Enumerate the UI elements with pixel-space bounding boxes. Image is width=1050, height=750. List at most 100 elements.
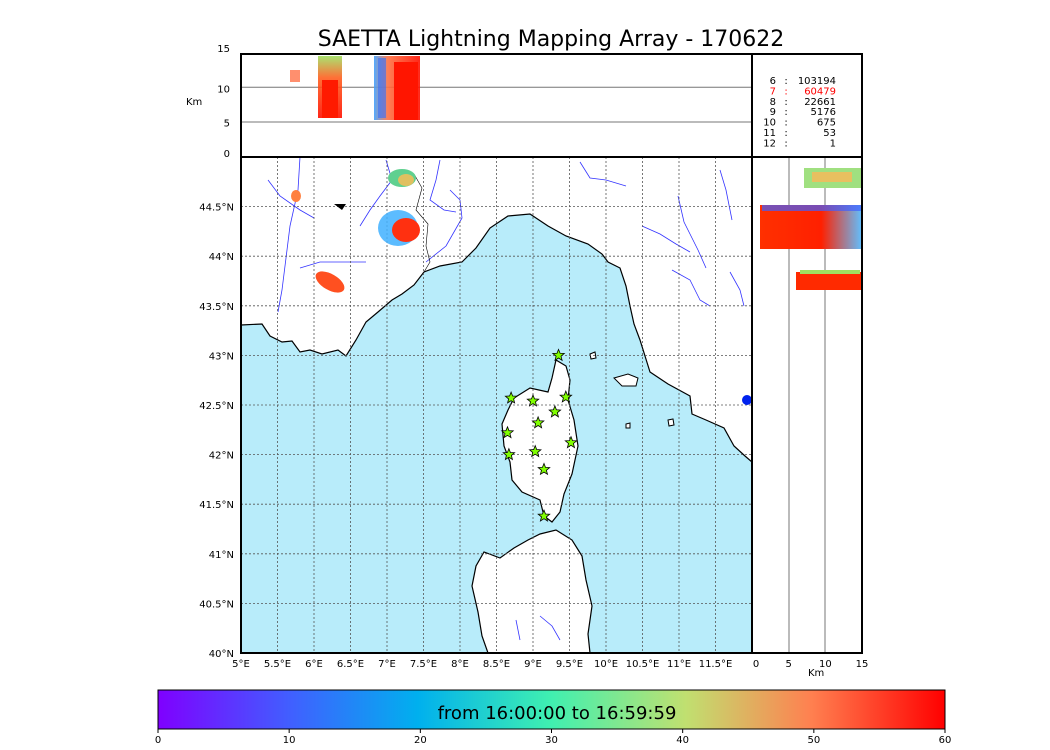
station-count-row: 7: 60479 <box>770 86 836 97</box>
station-count-stations: 11 <box>763 128 776 139</box>
station-count-row: 8: 22661 <box>770 97 836 108</box>
storm-column-west <box>290 70 300 82</box>
station-star-marker <box>564 435 578 449</box>
longitude-tick: 5°E <box>232 659 250 670</box>
storm-cell-north-core <box>398 174 414 186</box>
river-network <box>267 157 745 641</box>
altitude-tick: 5 <box>224 119 230 130</box>
side-km-tick: 5 <box>785 659 791 670</box>
offshore-sources-marker <box>742 395 752 405</box>
station-count-row: 11: 53 <box>763 128 836 139</box>
latitude-tick-labels: 44.5°N 44°N 43.5°N 43°N 42.5°N 42°N 41.5°N 41°N… <box>199 203 234 660</box>
latitude-tick: 40.5°N <box>199 599 234 610</box>
altitude-tick: 15 <box>217 44 230 55</box>
lake-marker <box>334 204 346 210</box>
station-star-marker <box>537 509 551 522</box>
latitude-tick: 42.5°N <box>199 401 234 412</box>
station-star-marker <box>559 390 573 403</box>
longitude-tick: 11.5°E <box>699 659 733 670</box>
station-count-stations: 10 <box>763 118 776 129</box>
longitude-tick: 10°E <box>594 659 618 670</box>
colorbar-tick-labels: 0 10 20 30 40 50 60 <box>155 729 951 746</box>
station-star-marker <box>500 425 515 439</box>
time-colorbar: from 16:00:00 to 16:59:59 0 10 20 30 40 50 60 <box>155 689 951 746</box>
station-count-panel: 6:1031947:604798:226619:517610:67511:531… <box>751 53 863 158</box>
colorbar-tick: 40 <box>676 735 689 746</box>
altitude-tick: 10 <box>217 84 230 95</box>
corsica-island <box>501 359 579 523</box>
latitude-tick: 40°N <box>209 649 234 660</box>
storm-column-7e-early <box>378 58 386 118</box>
station-count-row: 10: 675 <box>763 118 836 129</box>
latitude-tick: 44°N <box>209 252 234 263</box>
longitude-tick-labels: 5°E 5.5°E 6°E 6.5°E 7°E 7.5°E 8°E 8.5°E 9°E 9.5°E… <box>232 659 732 670</box>
longitude-tick: 7.5°E <box>410 659 437 670</box>
station-count-stations: 6 <box>770 76 776 87</box>
station-count-row: 12: 1 <box>763 138 836 149</box>
latitude-tick: 41.5°N <box>199 500 234 511</box>
storm-column-7e-core <box>394 62 418 120</box>
colorbar-tick: 50 <box>807 735 820 746</box>
latitude-altitude-panel: 0 5 10 15 Km <box>751 156 869 679</box>
map-panel: 5°E 5.5°E 6°E 6.5°E 7°E 7.5°E 8°E 8.5°E 9°E 9.5°E… <box>199 156 753 670</box>
giglio-island <box>667 418 675 427</box>
figure-title: SAETTA Lightning Mapping Array - 170622 <box>318 27 785 52</box>
station-star-marker <box>502 447 516 461</box>
colorbar-tick: 20 <box>414 735 427 746</box>
colorbar-tick: 0 <box>155 735 161 746</box>
station-count-value: 22661 <box>804 97 836 108</box>
station-star-marker <box>537 462 551 476</box>
station-count-value: 675 <box>817 118 836 129</box>
storm-cell-west <box>315 271 345 293</box>
country-borders <box>413 173 431 273</box>
latitude-tick: 41°N <box>209 550 234 561</box>
station-star-marker <box>526 393 540 407</box>
side-axis-label: Km <box>808 668 824 679</box>
station-count-row: 9: 5176 <box>770 107 836 118</box>
side-storm-central-upper <box>762 205 862 211</box>
station-count-separator: : <box>784 118 787 129</box>
station-count-separator: : <box>784 76 787 87</box>
station-count-value: 5176 <box>811 107 836 118</box>
map-graticule <box>241 157 752 653</box>
longitude-tick: 6°E <box>305 659 323 670</box>
colorbar-gradient <box>157 689 946 730</box>
side-km-tick: 15 <box>856 659 869 670</box>
latitude-tick: 43°N <box>209 351 234 362</box>
longitude-tick: 11°E <box>667 659 691 670</box>
station-count-value: 60479 <box>804 86 836 97</box>
station-count-separator: : <box>784 107 787 118</box>
sardinia-island <box>471 529 593 653</box>
station-count-row: 6:103194 <box>770 76 836 87</box>
latitude-tick: 42°N <box>209 451 234 462</box>
station-count-separator: : <box>784 86 787 97</box>
station-count-separator: : <box>784 138 787 149</box>
station-star-marker <box>504 390 518 404</box>
storm-cell-central-core <box>392 218 420 242</box>
altitude-tick: 0 <box>224 149 230 160</box>
station-count-value: 103194 <box>798 76 836 87</box>
lightning-sources-map <box>291 169 420 293</box>
side-storm-central <box>760 205 862 249</box>
lma-stations <box>500 348 578 522</box>
longitude-tick: 9.5°E <box>556 659 583 670</box>
station-star-marker <box>528 444 542 458</box>
longitude-tick: 8.5°E <box>483 659 510 670</box>
station-count-stations: 9 <box>770 107 776 118</box>
station-star-marker <box>531 415 545 429</box>
station-star-marker <box>551 348 566 362</box>
latitude-tick: 43.5°N <box>199 302 234 313</box>
altitude-longitude-panel: Km 15 10 5 0 <box>186 44 753 160</box>
storm-column-6e-core <box>322 80 338 118</box>
storm-cell-northwest <box>291 190 301 202</box>
longitude-tick: 7°E <box>378 659 396 670</box>
side-km-tick: 10 <box>819 659 832 670</box>
colorbar-label: from 16:00:00 to 16:59:59 <box>438 703 677 724</box>
station-count-stations: 12 <box>763 138 776 149</box>
side-km-tick: 0 <box>753 659 759 670</box>
longitude-tick: 6.5°E <box>337 659 364 670</box>
colorbar-tick: 30 <box>545 735 558 746</box>
longitude-tick: 10.5°E <box>626 659 660 670</box>
station-star-marker <box>548 404 562 418</box>
